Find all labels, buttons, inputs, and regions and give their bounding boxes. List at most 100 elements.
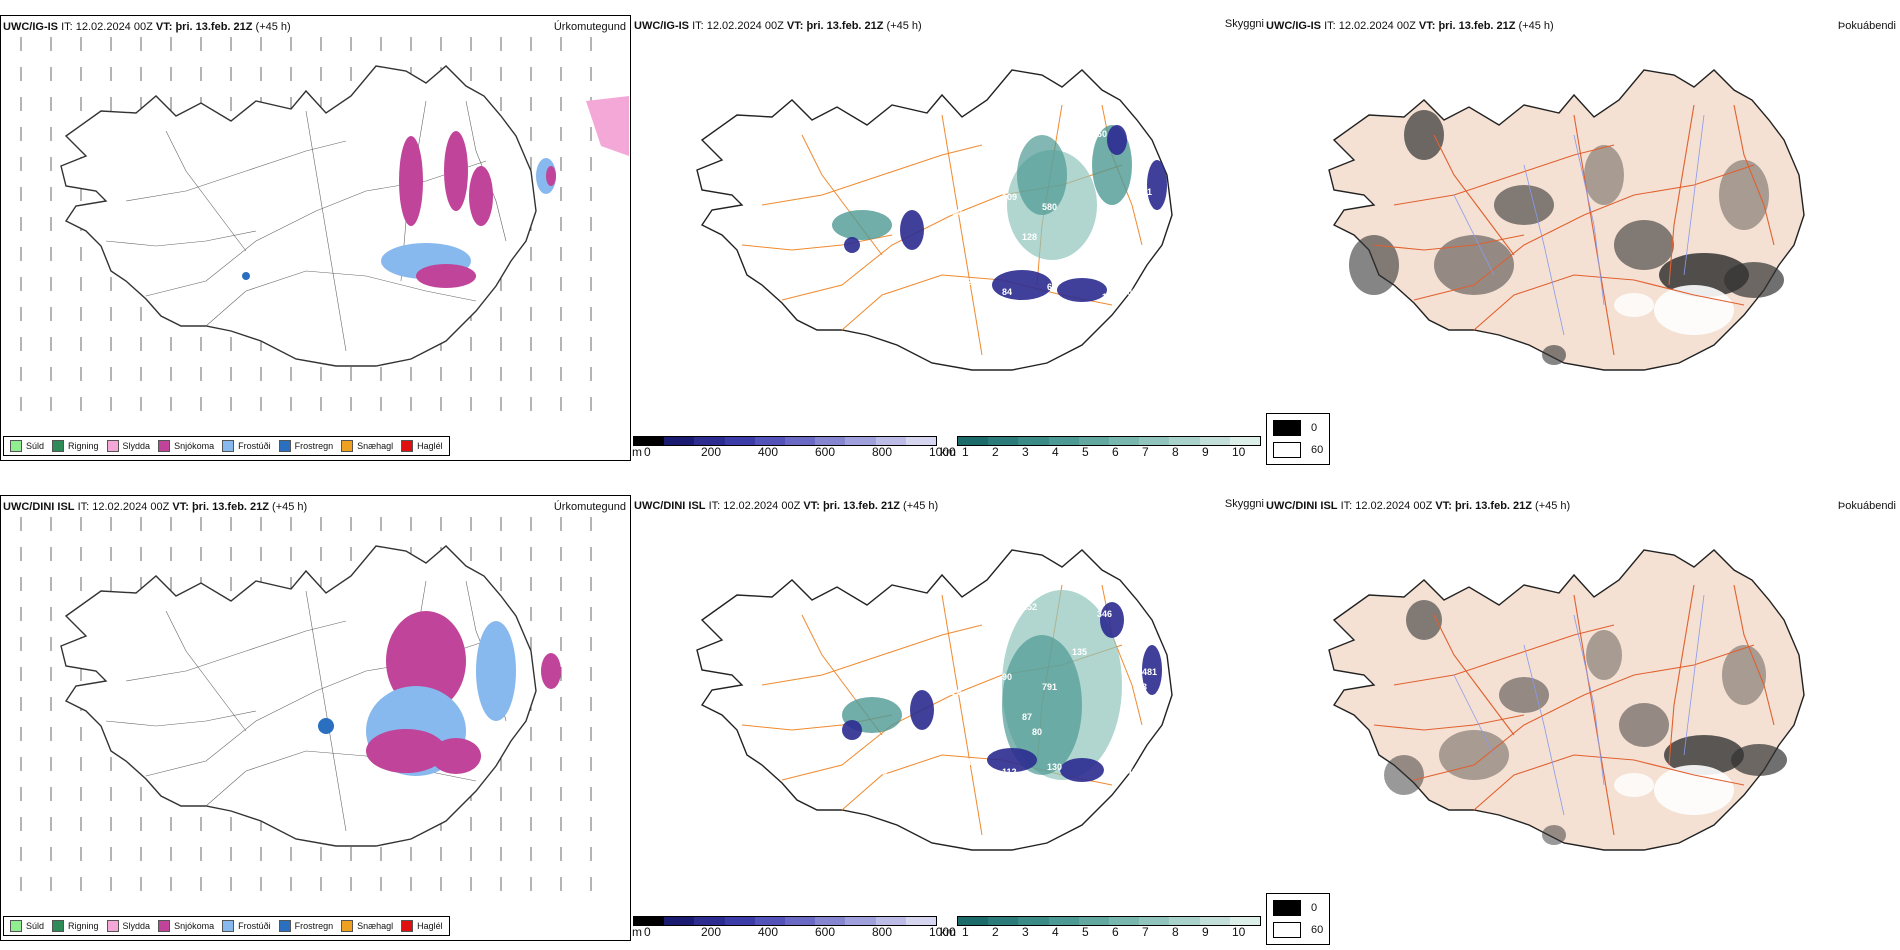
tick-label: 6	[1112, 445, 1119, 459]
road-line	[125, 620, 347, 682]
legend-swatch	[10, 440, 22, 452]
tick-label: 2	[992, 445, 999, 459]
tick-label: 200	[701, 925, 722, 939]
fog-area	[1406, 600, 1442, 640]
precip-legend: Súld Rigning Slydda Snjókoma Frostúði Frostre…	[3, 916, 450, 936]
fog-area	[1724, 262, 1784, 298]
low-visibility-area	[1060, 758, 1104, 782]
legend-label: Snjókoma	[174, 921, 215, 931]
colorbar-segment	[694, 437, 725, 445]
low-visibility-area	[1147, 160, 1167, 210]
height-ticks: m 0 200 400 600 800 1000	[632, 925, 956, 939]
visibility-value: 130	[947, 207, 962, 217]
colorbar-segment	[905, 917, 937, 925]
panel-title: UWC/IG-IS IT: 12.02.2024 00Z VT: þri. 13…	[1266, 20, 1554, 32]
legend-item: Súld	[10, 440, 44, 452]
low-visibility-area	[1107, 125, 1127, 155]
colorbar-segment	[1109, 917, 1140, 925]
fog-area	[1586, 630, 1622, 680]
river-line	[1683, 114, 1705, 276]
panel-type: Úrkomutegund	[553, 21, 626, 33]
unit-label: km	[940, 925, 956, 939]
legend-label: Frostúði	[238, 441, 271, 451]
road-line	[1413, 644, 1755, 781]
panel-type: Þokuábendi	[1837, 500, 1896, 512]
legend-label: Haglél	[417, 921, 443, 931]
road-line	[305, 110, 347, 352]
colorbar-segment	[724, 917, 755, 925]
tick-label: 3	[1022, 445, 1029, 459]
colorbar-segment	[1048, 437, 1079, 445]
clear-area	[1654, 285, 1734, 335]
tick-label: 7	[1142, 925, 1149, 939]
colorbar-segment	[664, 437, 695, 445]
tick-label: 3	[1022, 925, 1029, 939]
clear-area	[1614, 773, 1654, 797]
visibility-value: 252	[1022, 602, 1037, 612]
low-visibility-area	[910, 690, 934, 730]
legend-item: Rigning	[52, 440, 99, 452]
legend-swatch	[401, 440, 414, 452]
fog-legend-item: 60	[1273, 442, 1323, 458]
visibility-value: 242	[1122, 767, 1137, 777]
visibility-value: 156	[982, 252, 997, 262]
colorbar-segment	[1229, 437, 1261, 445]
fog-legend-swatch	[1273, 900, 1301, 916]
legend-label: Rigning	[68, 441, 99, 451]
road-line	[305, 590, 347, 832]
road-line	[125, 140, 347, 202]
colorbar-segment	[958, 437, 989, 445]
legend-item: Snæhagl	[341, 440, 393, 452]
low-visibility-area	[987, 748, 1037, 772]
clear-area	[1614, 293, 1654, 317]
legend-label: Slydda	[122, 921, 151, 931]
precip-map	[20, 37, 629, 411]
visibility-value: 135	[1072, 647, 1087, 657]
fog-legend-item: 0	[1273, 420, 1323, 436]
road-line	[741, 234, 893, 251]
snow-area	[431, 738, 481, 774]
legend-item: Frostúði	[222, 440, 271, 452]
low-visibility-area	[844, 237, 860, 253]
fog-area	[1384, 755, 1424, 795]
visibility-ticks: km 1 2 3 4 5 6 7 8 9 10	[940, 925, 1260, 939]
low-visibility-area	[1142, 645, 1162, 695]
visibility-value: 227	[1022, 122, 1037, 132]
road-line	[1733, 584, 1775, 726]
colorbar-segment	[785, 917, 816, 925]
visibility-value: 116	[1102, 292, 1117, 302]
legend-label: Frostúði	[238, 921, 271, 931]
colorbar-segment	[1018, 917, 1049, 925]
colorbar-segment	[694, 917, 725, 925]
colorbar-segment	[1018, 437, 1049, 445]
precip-panel-row1: UWC/IG-IS IT: 12.02.2024 00Z VT: þri. 13…	[0, 15, 631, 461]
precip-legend: Súld Rigning Slydda Snjókoma Frostúði Frostre…	[3, 436, 450, 456]
river-line	[1523, 644, 1565, 816]
visibility-value: 791	[1042, 682, 1057, 692]
colorbar-segment	[875, 437, 906, 445]
freezing-rain-area	[242, 272, 250, 280]
legend-label: Haglél	[417, 441, 443, 451]
low-visibility-area	[842, 720, 862, 740]
tick-label: 400	[758, 925, 779, 939]
colorbar-segment	[785, 437, 816, 445]
unit-label: m	[632, 445, 642, 459]
colorbar-segment	[905, 437, 937, 445]
panel-type: Skyggni	[1224, 18, 1264, 30]
legend-swatch	[52, 920, 65, 932]
panel-type: Skyggni	[1224, 498, 1264, 510]
legend-swatch	[222, 920, 235, 932]
legend-item: Haglél	[401, 440, 443, 452]
fog-area	[1349, 235, 1399, 295]
colorbar-segment	[1199, 917, 1230, 925]
visibility-value: 80	[1032, 727, 1042, 737]
tick-label: 8	[1172, 445, 1179, 459]
coastline	[696, 69, 1173, 371]
visibility-value: 102	[1122, 287, 1137, 297]
precip-panel-row2: UWC/DINI ISL IT: 12.02.2024 00Z VT: þri.…	[0, 495, 631, 941]
road-line	[165, 130, 247, 252]
visibility-value: 109	[1002, 192, 1017, 202]
road-line	[761, 624, 983, 686]
colorbar-segment	[1048, 917, 1079, 925]
fog-area	[1619, 703, 1669, 747]
